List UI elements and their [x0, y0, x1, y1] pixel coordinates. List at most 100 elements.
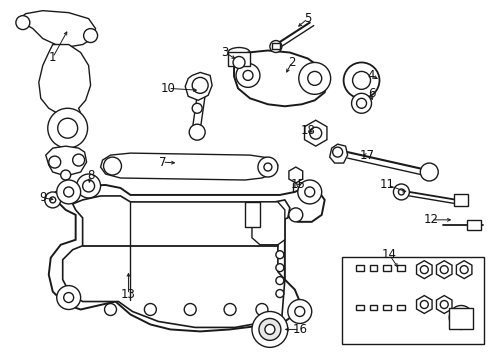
Polygon shape [39, 45, 90, 146]
Polygon shape [416, 261, 431, 279]
Bar [244, 202, 260, 227]
Circle shape [103, 157, 121, 175]
Circle shape [264, 163, 271, 171]
Bar [271, 42, 279, 49]
Circle shape [275, 264, 283, 272]
Text: 1: 1 [49, 51, 57, 64]
Circle shape [61, 170, 71, 180]
Circle shape [45, 192, 61, 208]
Text: 18: 18 [300, 124, 315, 137]
Circle shape [83, 28, 98, 42]
Polygon shape [436, 296, 451, 314]
Text: 14: 14 [381, 248, 396, 261]
Circle shape [104, 303, 116, 315]
Bar [369, 305, 377, 310]
Polygon shape [436, 261, 451, 279]
Text: 4: 4 [367, 69, 374, 82]
Circle shape [420, 266, 427, 274]
Circle shape [420, 301, 427, 309]
Text: 5: 5 [304, 12, 311, 25]
Circle shape [50, 197, 56, 203]
Bar [448, 307, 472, 329]
Circle shape [448, 306, 472, 329]
Bar [466, 220, 480, 230]
Circle shape [351, 93, 371, 113]
Circle shape [144, 303, 156, 315]
Circle shape [258, 157, 277, 177]
Circle shape [287, 300, 311, 323]
Text: 16: 16 [292, 323, 306, 336]
Circle shape [233, 57, 244, 68]
Polygon shape [304, 120, 326, 146]
Circle shape [275, 251, 283, 259]
Circle shape [63, 187, 74, 197]
Circle shape [189, 124, 205, 140]
Circle shape [243, 71, 252, 80]
Polygon shape [62, 196, 289, 328]
Circle shape [459, 266, 467, 274]
Circle shape [304, 187, 314, 197]
Polygon shape [251, 202, 285, 245]
Circle shape [58, 118, 78, 138]
Circle shape [73, 154, 84, 166]
Bar [355, 265, 363, 271]
Text: 17: 17 [359, 149, 374, 162]
Bar [355, 305, 363, 310]
Circle shape [298, 62, 330, 94]
Circle shape [57, 285, 81, 310]
Circle shape [343, 62, 379, 98]
Circle shape [236, 63, 260, 87]
Text: 2: 2 [287, 56, 295, 69]
Text: 11: 11 [379, 179, 394, 192]
Circle shape [439, 266, 447, 274]
Bar [369, 265, 377, 271]
Circle shape [393, 184, 408, 200]
Bar [383, 265, 390, 271]
Polygon shape [101, 153, 277, 180]
Polygon shape [329, 144, 347, 163]
Circle shape [275, 276, 283, 285]
Circle shape [192, 77, 208, 93]
Polygon shape [19, 11, 95, 46]
Bar [383, 305, 390, 310]
Circle shape [49, 156, 61, 168]
Circle shape [352, 71, 370, 89]
Circle shape [420, 163, 437, 181]
Circle shape [255, 303, 267, 315]
Circle shape [264, 324, 274, 334]
Text: 10: 10 [161, 82, 175, 95]
Circle shape [63, 293, 74, 302]
Bar [341, 257, 483, 345]
Circle shape [269, 41, 281, 53]
Text: 6: 6 [367, 87, 374, 100]
Circle shape [307, 71, 321, 85]
Circle shape [16, 15, 30, 30]
Bar [397, 265, 405, 271]
Text: 8: 8 [87, 168, 94, 181]
Circle shape [332, 147, 342, 157]
Circle shape [294, 306, 304, 316]
Circle shape [356, 98, 366, 108]
Polygon shape [416, 296, 431, 314]
Polygon shape [46, 146, 86, 176]
Text: 15: 15 [290, 179, 305, 192]
Text: 9: 9 [39, 192, 46, 204]
Polygon shape [288, 167, 302, 183]
Bar [397, 305, 405, 310]
Circle shape [77, 174, 101, 198]
Circle shape [251, 311, 287, 347]
Polygon shape [185, 72, 212, 100]
Circle shape [57, 180, 81, 204]
Bar [453, 194, 467, 206]
Circle shape [297, 180, 321, 204]
Circle shape [224, 303, 236, 315]
Text: 7: 7 [158, 156, 166, 168]
Circle shape [398, 189, 404, 195]
Bar [227, 53, 249, 67]
Circle shape [309, 127, 321, 139]
Text: 12: 12 [423, 213, 438, 226]
Polygon shape [49, 185, 324, 332]
Text: 13: 13 [121, 288, 136, 301]
Text: 3: 3 [221, 46, 228, 59]
Polygon shape [455, 261, 471, 279]
